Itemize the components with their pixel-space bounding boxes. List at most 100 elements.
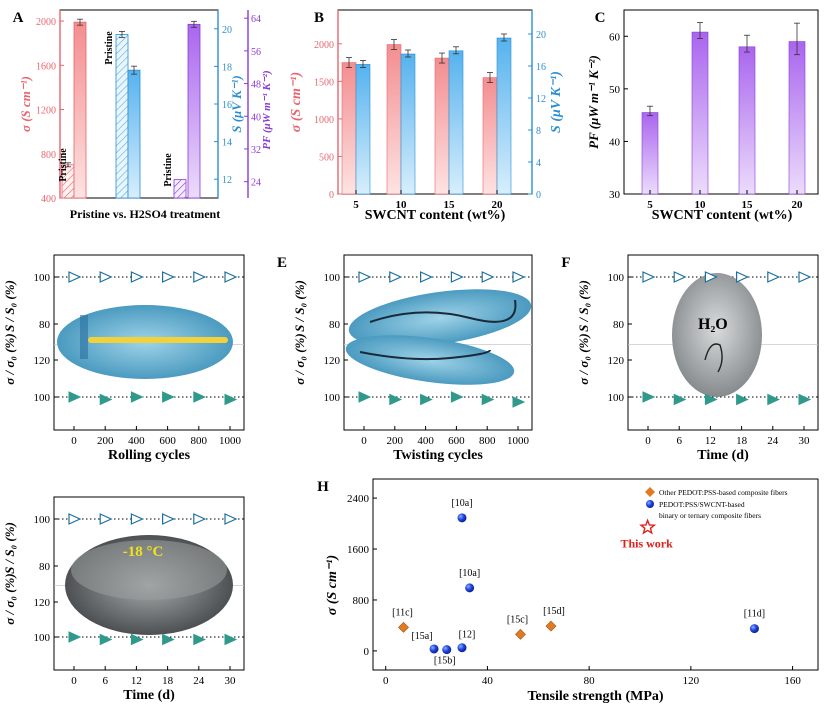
marker-sigma-ratio [130,391,144,403]
marker-sigma-ratio [420,393,433,406]
tick-label: 12 [705,435,716,447]
marker-swcnt-composite [457,513,467,523]
bar-pf [788,41,806,195]
marker-s-ratio [68,513,82,525]
bar-pf-pristine [173,179,187,199]
y-axis-title-sigma-ratio: σ / σ₀ (%) [292,333,307,384]
tick-label: 12 [536,94,546,105]
tick-label: 15 [444,199,456,211]
pristine-label: Pristine [163,153,174,187]
plot-frame [343,254,533,431]
photo-ice-surface [71,540,227,600]
photo-label: -18 °C [123,544,164,560]
tick-label: 1000 [507,435,530,447]
bar-sigma [341,62,357,195]
panel-label-H: H [317,479,329,495]
marker-s-ratio [358,271,372,283]
marker-s-ratio [99,513,113,525]
bar-s-pristine [115,34,129,199]
legend-label: PEDOT:PSS/SWCNT-based [659,500,745,509]
marker-sigma-ratio [193,391,207,403]
marker-sigma-ratio [673,393,687,406]
legend-label: Other PEDOT:PSS-based composite fibers [659,488,788,497]
marker-sigma-ratio [389,393,403,406]
plot-frame [623,9,819,195]
tick-label: 60 [609,31,621,43]
point-label: [11d] [744,609,765,620]
marker-s-ratio [512,271,526,283]
tick-label: 20 [792,199,804,211]
point-label: [11c] [392,607,413,618]
tick-label: 400 [128,435,145,447]
marker-swcnt-composite [457,643,467,653]
panel-label-F: F [561,255,570,271]
tick-label: 120 [683,675,700,687]
marker-sigma-ratio [512,396,526,408]
marker-sigma-ratio [162,633,175,646]
tick-label: 0 [71,435,77,447]
marker-s-ratio [130,513,144,525]
panel-label-E: E [277,255,287,271]
tick-label: 32 [251,145,261,156]
tick-label: 100 [34,272,51,284]
tick-label: 0 [364,646,370,658]
point-label: [10a] [451,498,472,509]
bar-sigma [434,57,450,195]
tick-label: 40 [251,112,261,123]
bar-s [355,64,371,195]
photo-label: H₂O [698,316,728,333]
x-axis-title: Time (d) [697,448,749,463]
bar-sigma [482,77,498,195]
bar-pf [691,31,709,195]
photo-fiber-1 [369,299,517,323]
tick-label: 160 [784,675,801,687]
marker-s-ratio [798,271,812,283]
marker-other-composite [398,621,409,633]
marker-other-composite [515,628,526,640]
marker-swcnt-composite [749,624,759,634]
y-axis-title-s-ratio: S / S₀ (%) [292,280,307,332]
tick-label: 80 [329,319,341,331]
tick-label: 64 [251,14,261,25]
tick-label: 100 [34,392,51,404]
marker-sigma-ratio [736,393,749,406]
tick-label: 50 [609,84,621,96]
tick-label: 18 [162,675,174,687]
tick-label: 120 [608,355,625,367]
y-axis-title-sigma: σ (S cm⁻¹) [289,72,304,132]
marker-s-ratio [642,271,656,283]
tick-label: 80 [39,561,51,573]
tick-label: 100 [608,272,625,284]
photo-fiber [704,343,723,373]
tick-label: 1000 [314,115,334,126]
tick-label: 600 [448,435,465,447]
x-axis-title: Time (d) [123,688,175,703]
plot-frame [53,496,245,671]
marker-s-ratio [99,271,113,283]
marker-s-ratio [193,271,207,283]
tick-label: 20 [536,30,546,41]
point-label: [15c] [507,614,528,625]
tick-label: 12 [131,675,142,687]
y-axis-title-s: S (μV K⁻¹) [549,71,564,133]
legend-marker-swcnt [646,500,654,508]
y-axis-title-s-ratio: S / S₀ (%) [2,280,17,332]
y-axis-title-pf: PF (μW m⁻¹ K⁻²) [586,55,601,149]
bar-pf-treated [187,23,201,199]
x-axis-title: Pristine vs. H2SO4 treatment [70,207,220,221]
plot-frame [53,254,245,431]
marker-sigma-ratio [99,633,113,646]
tick-label: 0 [71,675,77,687]
x-axis-title: Twisting cycles [393,448,483,463]
panel-a: 400 800 1200 1600 2000 12 14 16 18 20 24 32 40 48 56 64… [36,9,261,221]
x-axis-title: Rolling cycles [108,448,191,463]
y-axis-title-sigma-ratio: σ / σ₀ (%) [2,573,17,624]
tick-label: 1600 [347,544,370,556]
marker-this-work [639,518,657,535]
tick-label: 1000 [219,435,242,447]
x-axis-title: SWCNT content (wt%) [652,208,793,223]
tick-label: 100 [324,392,341,404]
marker-s-ratio [193,513,207,525]
